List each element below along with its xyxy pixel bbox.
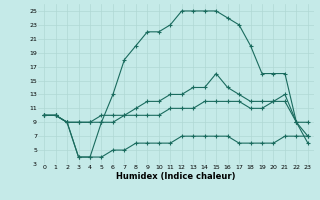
X-axis label: Humidex (Indice chaleur): Humidex (Indice chaleur)	[116, 172, 236, 181]
